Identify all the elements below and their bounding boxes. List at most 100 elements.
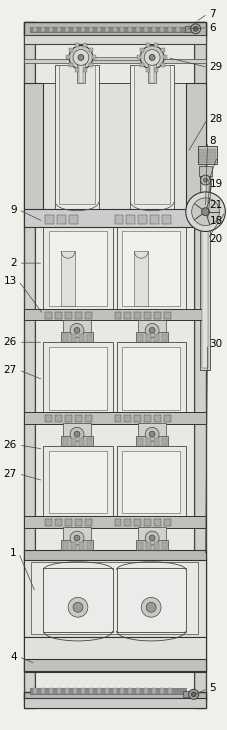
Bar [124,415,131,423]
Bar [55,66,98,209]
Circle shape [70,531,84,545]
Circle shape [146,602,155,612]
Bar [68,63,72,67]
Bar [86,334,91,342]
Text: 2: 2 [10,258,17,268]
Bar [55,519,62,526]
Text: 5: 5 [209,683,215,694]
Bar [23,637,205,672]
Bar [120,688,124,694]
Text: 7: 7 [209,9,215,19]
Bar [49,231,106,306]
Bar [153,415,160,423]
Circle shape [148,55,154,61]
Bar [124,312,131,318]
Bar [79,438,84,446]
Bar [136,27,140,31]
Bar [89,63,93,67]
Bar [79,542,84,550]
Text: 4: 4 [10,652,17,661]
Circle shape [74,328,80,334]
Bar [75,519,81,526]
Bar [136,540,167,550]
Bar [63,320,90,335]
Bar [162,55,166,59]
Bar [138,542,143,550]
Text: 26: 26 [3,337,17,347]
Bar [23,699,205,708]
Text: 27: 27 [3,469,17,479]
Bar [77,55,84,83]
Bar [89,27,92,31]
Circle shape [201,208,209,215]
Bar [167,27,171,31]
Bar [198,166,212,176]
Bar [61,251,75,306]
Bar [61,437,92,446]
Bar [163,415,170,423]
Circle shape [70,427,84,441]
Bar [49,688,53,694]
Bar [182,691,190,697]
Circle shape [145,531,158,545]
Circle shape [144,50,159,66]
Bar [65,415,72,423]
Bar [81,27,84,31]
Bar [65,519,72,526]
Bar [146,438,151,446]
Bar [57,215,66,223]
Bar [153,43,157,47]
Bar [33,27,37,31]
Bar [84,312,91,318]
Bar [114,215,123,223]
Circle shape [70,323,84,337]
Bar [116,226,185,310]
Bar [86,542,91,550]
Text: 29: 29 [209,62,222,72]
Circle shape [69,45,92,69]
Bar [199,172,209,370]
Bar [136,437,167,446]
Bar [86,438,91,446]
Bar [65,688,69,694]
Text: 6: 6 [209,23,215,33]
Bar [43,83,185,212]
Bar [124,519,131,526]
Bar [138,215,147,223]
Bar [139,63,143,67]
Bar [23,550,205,560]
Bar [116,342,185,415]
Circle shape [73,602,83,612]
Bar [134,66,169,204]
Bar [57,688,61,694]
Bar [35,22,193,708]
Bar [63,423,90,439]
Bar [23,59,205,64]
Bar [144,27,148,31]
Bar [76,58,153,61]
Bar [120,27,124,31]
Bar [161,215,170,223]
Bar [61,540,92,550]
Bar [83,68,86,72]
Bar [198,150,215,151]
Bar [114,312,121,318]
Bar [23,83,43,212]
Bar [134,312,141,318]
Circle shape [148,535,154,541]
Bar [68,48,72,52]
Bar [45,415,52,423]
Bar [163,312,170,318]
Bar [71,438,76,446]
Bar [45,519,52,526]
Bar [161,334,166,342]
Text: 8: 8 [209,137,215,147]
Bar [134,415,141,423]
Text: 19: 19 [209,179,222,189]
Bar [160,48,164,52]
Bar [197,147,217,164]
Bar [49,27,53,31]
Bar [83,43,86,47]
Bar [163,519,170,526]
Bar [198,158,215,161]
